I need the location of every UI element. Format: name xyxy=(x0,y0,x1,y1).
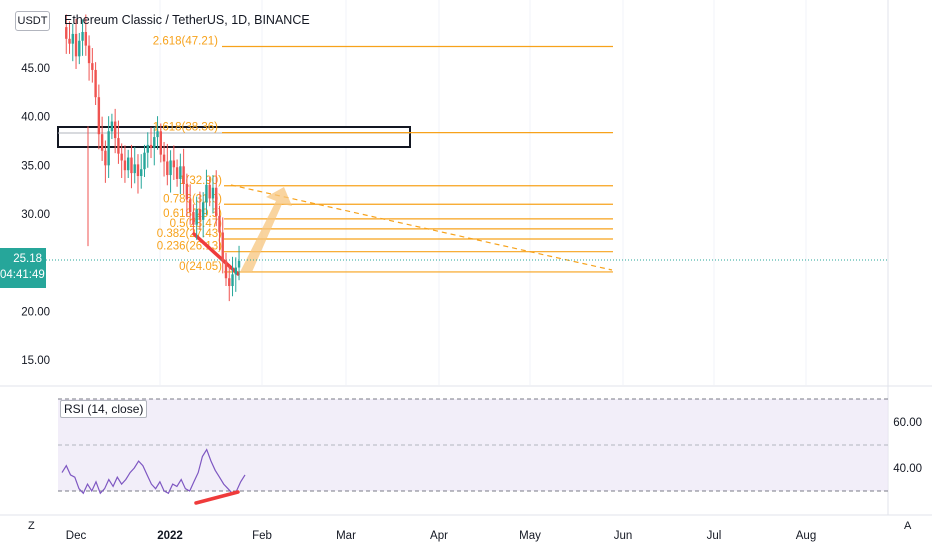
candle-body[interactable] xyxy=(231,274,234,287)
auto-scale-left-button[interactable]: Z xyxy=(28,520,35,532)
rsi-axis-tick: 60.00 xyxy=(893,417,922,429)
candle-body[interactable] xyxy=(169,160,172,176)
candle-body[interactable] xyxy=(143,152,146,170)
candle-body[interactable] xyxy=(65,27,68,39)
fib-level-label: 0.382(27.43) xyxy=(157,228,222,240)
candle-body[interactable] xyxy=(84,31,88,46)
candle-body[interactable] xyxy=(123,160,127,171)
candle-body[interactable] xyxy=(182,166,185,184)
candle-body[interactable] xyxy=(140,169,143,177)
current-price-value: 25.18 xyxy=(13,253,42,265)
candle-body[interactable] xyxy=(117,138,120,154)
candle-body[interactable] xyxy=(149,144,153,148)
candle-body[interactable] xyxy=(228,278,231,287)
time-axis-tick: Apr xyxy=(430,530,448,542)
fib-level-label: 1(32.90) xyxy=(179,175,222,187)
price-grid xyxy=(159,0,807,385)
candle-body[interactable] xyxy=(113,121,117,139)
price-axis-tick: 45.00 xyxy=(21,63,50,75)
candle-body[interactable] xyxy=(215,187,218,216)
currency-badge[interactable]: USDT xyxy=(15,11,50,31)
dashed-trend-line[interactable] xyxy=(230,184,613,271)
price-divergence-line[interactable] xyxy=(192,232,240,276)
resistance-zone[interactable] xyxy=(57,126,411,148)
candle-body[interactable] xyxy=(201,202,205,220)
price-axis-tick: 30.00 xyxy=(21,209,50,221)
candle-body[interactable] xyxy=(136,164,140,177)
projection-arrow[interactable] xyxy=(240,187,292,272)
candle-body[interactable] xyxy=(211,187,215,199)
candle-body[interactable] xyxy=(192,212,195,225)
candle-body[interactable] xyxy=(97,97,101,135)
candle-body[interactable] xyxy=(100,134,104,151)
fib-level-label: 0(24.05) xyxy=(179,261,222,273)
candle-body[interactable] xyxy=(146,144,149,153)
price-axis-tick: 15.00 xyxy=(21,355,50,367)
current-price-tag: 25.18 04:41:49 xyxy=(0,248,46,288)
candle-body[interactable] xyxy=(195,209,198,225)
fib-level-label: 2.618(47.21) xyxy=(153,35,218,47)
rsi-indicator-label[interactable]: RSI (14, close) xyxy=(60,400,148,418)
price-axis-tick: 40.00 xyxy=(21,112,50,124)
candle-body[interactable] xyxy=(74,33,78,57)
candle-body[interactable] xyxy=(68,38,71,44)
candle-body[interactable] xyxy=(78,40,81,57)
candle-body[interactable] xyxy=(175,167,179,179)
candle-body[interactable] xyxy=(162,154,166,162)
candle-body[interactable] xyxy=(221,232,224,261)
chart-title: Ethereum Classic / TetherUS, 1D, BINANCE xyxy=(64,13,310,27)
candle-body[interactable] xyxy=(188,199,192,213)
candle-body[interactable] xyxy=(120,153,123,161)
candle-body[interactable] xyxy=(94,69,97,98)
chart-title-wrap: Ethereum Classic / TetherUS, 1D, BINANCE xyxy=(64,13,310,27)
candle-body[interactable] xyxy=(133,164,136,174)
candle-body[interactable] xyxy=(87,45,91,64)
candle-body[interactable] xyxy=(107,131,110,166)
candle-body[interactable] xyxy=(205,184,208,203)
candle-body[interactable] xyxy=(71,33,74,44)
candle-body[interactable] xyxy=(237,260,241,268)
candle-body[interactable] xyxy=(185,183,189,200)
candle-body[interactable] xyxy=(224,260,228,279)
candle-body[interactable] xyxy=(91,63,94,70)
time-axis-tick: Jul xyxy=(707,530,722,542)
candle-body[interactable] xyxy=(130,157,133,174)
candle-body[interactable] xyxy=(153,137,156,148)
fib-level-label: 1.618(38.36) xyxy=(153,122,218,134)
candle-body[interactable] xyxy=(156,131,159,138)
price-axis-tick: 35.00 xyxy=(21,160,50,172)
candle-body[interactable] xyxy=(172,160,176,168)
time-axis-tick: Feb xyxy=(252,530,272,542)
rsi-divergence-line[interactable] xyxy=(194,490,240,505)
price-axis-tick: 20.00 xyxy=(21,306,50,318)
candle-body[interactable] xyxy=(234,267,237,275)
auto-scale-right-button[interactable]: A xyxy=(904,520,912,532)
time-axis-tick: Dec xyxy=(66,530,87,542)
candle-body[interactable] xyxy=(81,31,84,41)
candle-body[interactable] xyxy=(127,157,130,171)
rsi-line[interactable] xyxy=(61,448,246,495)
time-axis-tick: May xyxy=(519,530,541,542)
bar-countdown: 04:41:49 xyxy=(0,269,45,281)
candle-body[interactable] xyxy=(159,131,162,155)
time-axis-tick: Aug xyxy=(796,530,816,542)
candle-body[interactable] xyxy=(218,215,221,233)
candle-body[interactable] xyxy=(166,161,169,176)
rsi-axis-tick: 40.00 xyxy=(893,463,922,475)
time-axis-tick: Jun xyxy=(614,530,633,542)
candle-body[interactable] xyxy=(110,121,114,132)
candle-body[interactable] xyxy=(208,184,211,199)
candle-body[interactable] xyxy=(104,150,107,166)
time-axis-tick: 2022 xyxy=(157,530,183,542)
candle-body[interactable] xyxy=(179,166,182,179)
time-axis-tick: Mar xyxy=(336,530,356,542)
candle-body[interactable] xyxy=(198,209,202,220)
